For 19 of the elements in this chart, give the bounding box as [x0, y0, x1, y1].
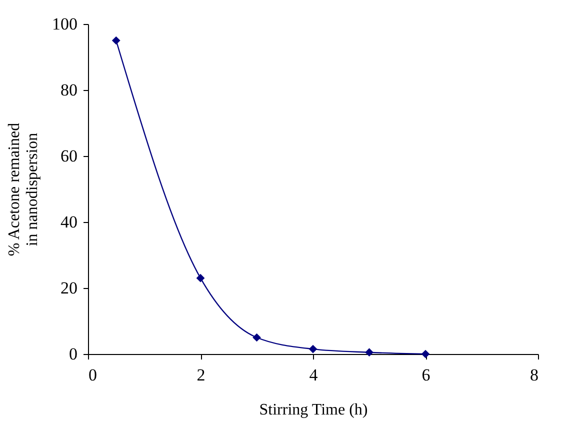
x-tick-label: 4: [309, 366, 318, 384]
y-axis-title: % Acetone remained in nanodispersion: [6, 122, 41, 256]
y-tick-label: 60: [60, 146, 78, 166]
point: [196, 274, 205, 282]
y-tick-label: 80: [60, 80, 78, 100]
y-tick-label: 0: [69, 344, 78, 364]
y-tick-label: 20: [60, 278, 78, 298]
point: [252, 333, 261, 342]
point: [421, 350, 430, 358]
point: [112, 36, 120, 45]
x-tick-label: 6: [422, 366, 430, 384]
x-tick-label: 8: [530, 366, 538, 384]
point: [365, 348, 374, 357]
x-axis-title: Stirring Time (h): [259, 402, 368, 418]
x-tick-label: 0: [88, 366, 97, 384]
y-tick-label: 40: [60, 212, 78, 232]
point: [308, 344, 318, 354]
y-tick-label: 100: [52, 14, 78, 34]
x-tick-label: 2: [196, 366, 206, 384]
